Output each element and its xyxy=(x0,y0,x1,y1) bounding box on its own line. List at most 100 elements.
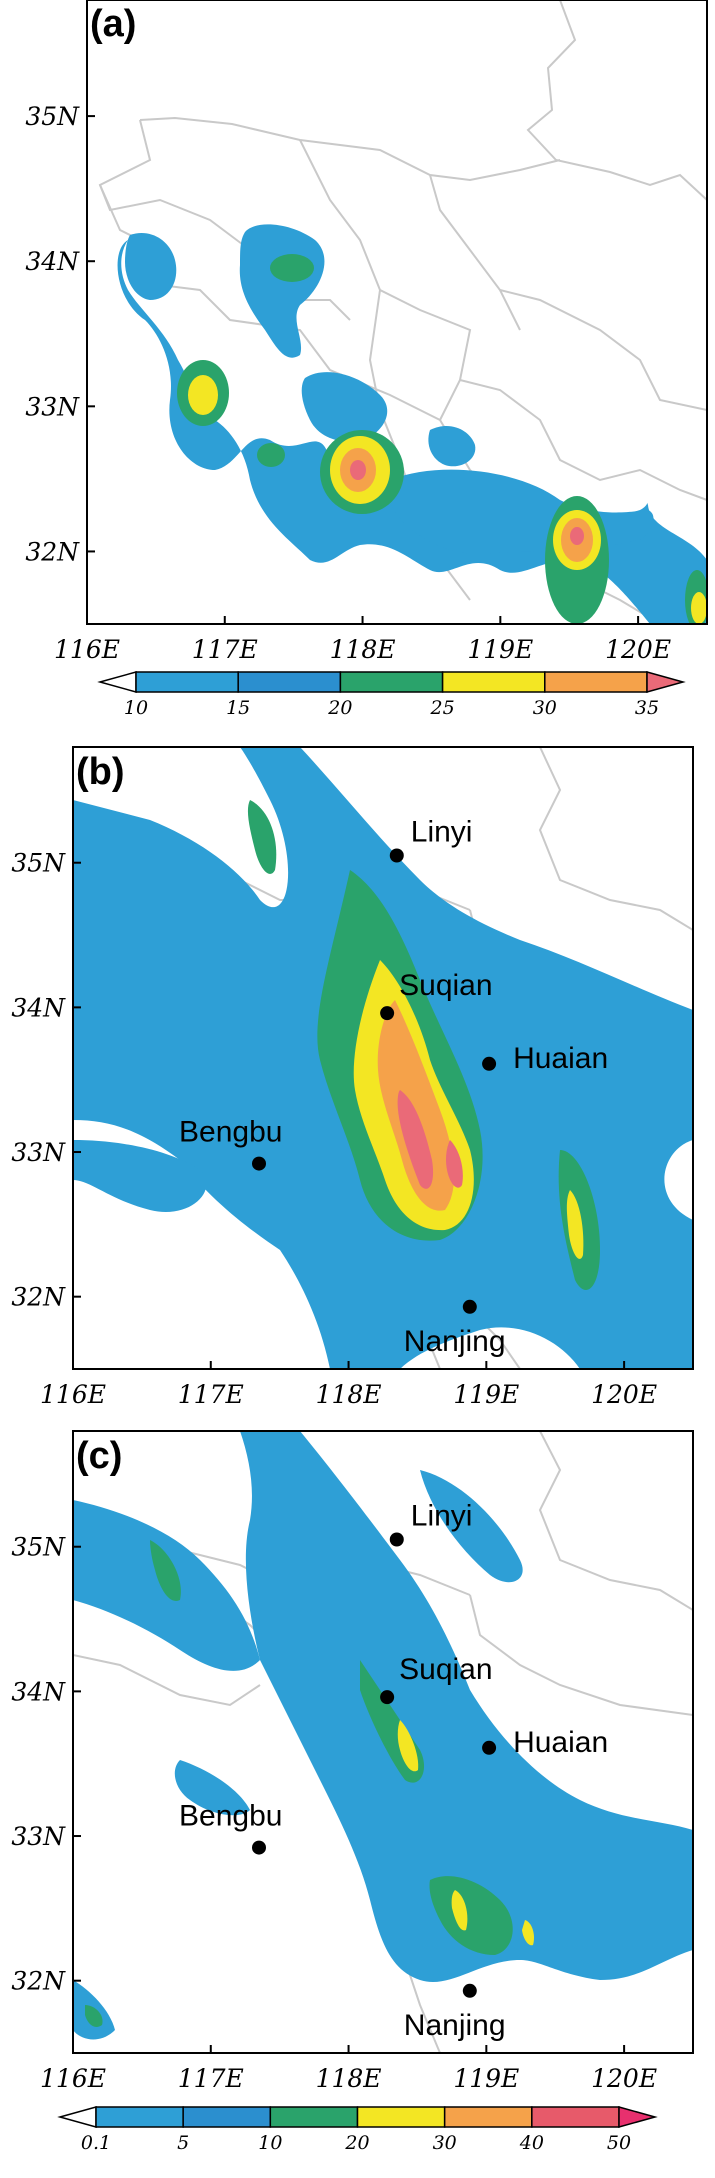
rain-region-b-red2 xyxy=(446,1140,463,1188)
city-marker xyxy=(380,1006,395,1021)
panel-c-label: (c) xyxy=(76,1435,122,1477)
x-tick-label: 118E xyxy=(330,635,396,664)
y-tick-label: 34N xyxy=(11,993,66,1022)
colorbar-a: 10 15 20 25 30 35 xyxy=(97,671,686,719)
rain-region-10e xyxy=(428,425,476,467)
rain-region-c-yellow3 xyxy=(522,1920,535,1946)
city-label: Huaian xyxy=(513,1726,608,1759)
x-tick-label: 120E xyxy=(605,635,671,664)
colorbar-label: 20 xyxy=(327,697,352,719)
x-tick-label: 119E xyxy=(453,2064,519,2093)
panel-a: (a) 116E 117E 118E 119E 120E 32N 33N 34N 35N xyxy=(25,0,708,664)
panel-b-rain-field xyxy=(73,747,693,1369)
city-marker xyxy=(482,1740,497,1755)
panel-a-rain-field xyxy=(117,224,707,624)
rain-region-20c xyxy=(257,443,285,467)
panel-b-map xyxy=(73,747,693,1369)
city-label: Nanjing xyxy=(404,1325,506,1358)
colorbar-box xyxy=(544,671,648,693)
colorbar-label: 30 xyxy=(533,697,557,719)
colorbar-label: 50 xyxy=(607,2132,631,2154)
colorbar-box xyxy=(441,671,546,693)
panel-a-frame xyxy=(86,0,708,625)
x-tick-label: 118E xyxy=(316,2064,382,2093)
y-tick-label: 33N xyxy=(11,1138,66,1167)
panel-c-map xyxy=(73,1431,693,2053)
x-tick-label: 117E xyxy=(178,2064,244,2093)
city-marker xyxy=(462,1983,477,1998)
colorbar-over-triangle xyxy=(618,2106,658,2128)
rain-region-25d xyxy=(691,592,707,624)
colorbar-box xyxy=(269,2106,359,2128)
x-tick-label: 116E xyxy=(54,635,120,664)
panel-c-rain-field xyxy=(73,1431,693,2040)
y-tick-label: 35N xyxy=(11,1533,66,1562)
rain-region-c-yellow2 xyxy=(451,1890,468,1931)
y-tick-label: 34N xyxy=(25,247,80,276)
colorbar-box xyxy=(531,2106,620,2128)
rain-region-c-green4 xyxy=(85,2005,103,2027)
y-tick-label: 33N xyxy=(25,392,80,421)
colorbar-box xyxy=(339,671,444,693)
rain-region-b-orange xyxy=(377,1000,455,1211)
colorbar-label: 10 xyxy=(258,2132,282,2154)
colorbar-over-triangle xyxy=(646,671,686,693)
rain-region-c-bengbu xyxy=(174,1760,250,1816)
rain-region-10c xyxy=(125,232,177,300)
rain-region-c-main xyxy=(240,1431,693,1983)
x-tick-label: 116E xyxy=(40,2064,106,2093)
x-tick-label: 120E xyxy=(591,2064,657,2093)
rain-region-35 xyxy=(350,460,366,480)
city-label: Bengbu xyxy=(179,1800,282,1833)
panel-c-ticks: 116E 117E 118E 119E 120E 32N 33N 34N 35N xyxy=(11,1533,657,2093)
rain-region-b-yellow2 xyxy=(566,1190,584,1259)
panel-a-ticks: 116E 117E 118E 119E 120E 32N 33N 34N 35N xyxy=(25,102,671,664)
x-tick-label: 119E xyxy=(453,1380,519,1409)
rain-region-b-green2 xyxy=(247,800,277,874)
city-marker xyxy=(462,1299,477,1314)
panel-b-ticks: 116E 117E 118E 119E 120E 32N 33N 34N 35N xyxy=(11,849,657,1409)
y-tick-label: 35N xyxy=(11,849,66,878)
x-tick-label: 119E xyxy=(467,635,533,664)
city-marker xyxy=(252,1156,266,1171)
panel-a-label: (a) xyxy=(90,3,136,45)
colorbar-label: 30 xyxy=(433,2132,457,2154)
rain-region-35b xyxy=(570,527,584,545)
rain-region-c-ne xyxy=(420,1470,523,1583)
y-tick-label: 34N xyxy=(11,1677,66,1706)
x-tick-label: 120E xyxy=(591,1380,657,1409)
colorbar-label: 20 xyxy=(344,2132,369,2154)
city-label: Suqian xyxy=(399,969,492,1002)
colorbar-box xyxy=(237,671,342,693)
y-tick-label: 33N xyxy=(11,1822,66,1851)
panel-b-frame xyxy=(72,746,694,1370)
colorbar-label: 25 xyxy=(430,697,455,719)
colorbar-box xyxy=(356,2106,446,2128)
city-label: Suqian xyxy=(399,1653,492,1686)
colorbar-under-triangle xyxy=(57,2106,97,2128)
colorbar-box xyxy=(443,2106,533,2128)
rain-region-10b xyxy=(239,224,325,358)
panel-b: (b) 116E 117E 118E 119E 120E 32N 33N 34N 35N Lin… xyxy=(11,746,694,1409)
panel-b-label: (b) xyxy=(76,751,125,793)
colorbar-under-triangle xyxy=(97,671,137,693)
city-marker xyxy=(252,1840,266,1855)
city-label: Huaian xyxy=(513,1042,608,1075)
colorbar-box xyxy=(95,2106,184,2128)
rain-region-20b xyxy=(270,254,314,282)
colorbar-label: 15 xyxy=(226,697,250,719)
city-marker xyxy=(389,848,404,863)
city-label: Nanjing xyxy=(404,2009,506,2042)
rain-region-b-west xyxy=(73,1140,207,1212)
y-tick-label: 32N xyxy=(25,537,80,566)
city-marker xyxy=(389,1532,404,1547)
city-marker xyxy=(380,1690,395,1705)
panel-c-frame xyxy=(72,1430,694,2054)
rain-region-25 xyxy=(188,375,218,415)
city-label: Bengbu xyxy=(179,1116,282,1149)
colorbar-c: 0.1 5 10 20 30 40 50 xyxy=(57,2106,658,2154)
city-label: Linyi xyxy=(411,1499,473,1532)
y-tick-label: 35N xyxy=(25,102,80,131)
colorbar-label: 10 xyxy=(124,697,148,719)
